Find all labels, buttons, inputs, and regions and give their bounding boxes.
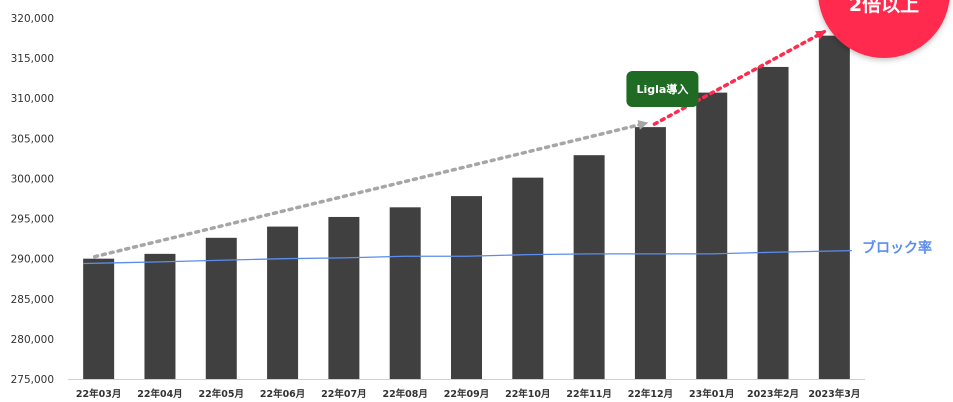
y-tick-label: 305,000 <box>11 133 54 145</box>
bar <box>144 253 176 379</box>
x-tick-label: 22年04月 <box>137 388 182 400</box>
x-tick-label: 22年05月 <box>199 388 244 400</box>
bar <box>83 258 115 379</box>
y-tick-label: 290,000 <box>11 254 54 266</box>
ligla-badge: Ligla導入 <box>626 71 699 107</box>
x-tick-label: 22年08月 <box>382 388 427 400</box>
y-tick-label: 295,000 <box>11 214 54 226</box>
bar <box>205 237 237 379</box>
x-tick-label: 22年10月 <box>505 388 550 400</box>
ligla-badge-background <box>626 71 699 107</box>
y-tick-label: 315,000 <box>11 53 54 65</box>
x-tick-label: 22年06月 <box>260 388 305 400</box>
y-tick-label: 310,000 <box>11 93 54 105</box>
ligla-badge-label: Ligla導入 <box>636 82 688 96</box>
y-tick-label: 285,000 <box>11 294 54 306</box>
x-tick-label: 22年09月 <box>444 388 489 400</box>
x-axis: 22年03月 22年04月 22年05月 22年06月 22年07月 22年08月 22年0… <box>76 388 860 400</box>
bar <box>451 196 482 379</box>
y-tick-label: 300,000 <box>11 173 54 185</box>
x-tick-label: 23年01月 <box>689 388 734 400</box>
bar <box>328 216 360 379</box>
y-tick-label: 275,000 <box>11 374 54 386</box>
x-tick-label: 22年12月 <box>628 388 673 400</box>
bar <box>634 127 666 379</box>
x-tick-label: 22年07月 <box>321 388 366 400</box>
bar <box>757 66 789 380</box>
double-circle-label: 2倍以上 <box>849 0 919 16</box>
x-tick-label: 22年11月 <box>566 388 611 400</box>
bar <box>267 226 299 379</box>
x-tick-label: 2023年3月 <box>808 388 860 400</box>
block-rate-line <box>83 249 852 265</box>
bars <box>83 35 850 380</box>
y-axis: 275,000 280,000 285,000 290,000 295,000 300,0… <box>11 13 54 386</box>
y-tick-label: 320,000 <box>11 13 54 25</box>
bar <box>389 207 421 379</box>
bar <box>818 35 850 379</box>
red-trend-arrow <box>652 29 827 126</box>
double-circle-callout: 2倍以上 <box>818 0 950 58</box>
block-rate-label: ブロック率 <box>862 240 932 257</box>
bar <box>512 177 544 379</box>
bar <box>573 155 605 379</box>
y-tick-label: 280,000 <box>11 334 54 346</box>
bar <box>696 92 728 380</box>
double-circle-background <box>818 0 950 58</box>
x-tick-label: 22年03月 <box>76 388 121 400</box>
gray-trend-arrow <box>92 120 649 259</box>
x-tick-label: 2023年2月 <box>747 388 799 400</box>
